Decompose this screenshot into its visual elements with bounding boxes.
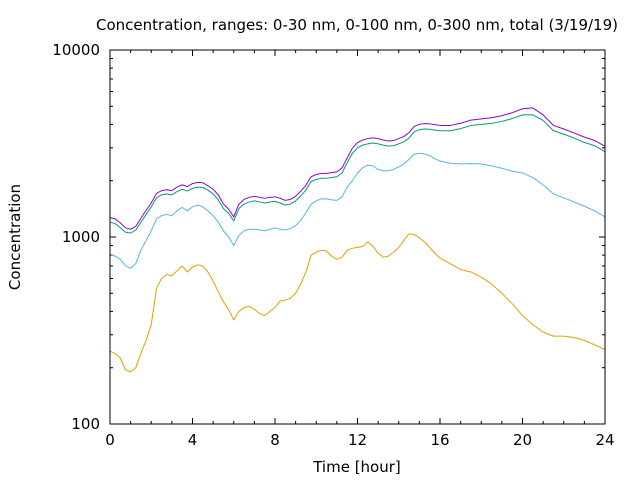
x-tick-label: 8 <box>270 431 280 449</box>
series-lines <box>109 107 606 373</box>
x-tick-label: 16 <box>430 431 449 449</box>
x-axis-label: Time [hour] <box>312 458 401 476</box>
chart-title: Concentration, ranges: 0-30 nm, 0-100 nm… <box>96 16 618 34</box>
x-tick-label: 20 <box>513 431 532 449</box>
y-tick-label: 1000 <box>62 228 100 246</box>
y-tick-label: 10000 <box>52 41 100 59</box>
y-axis-label: Concentration <box>6 184 24 290</box>
series-line-2 <box>109 114 606 234</box>
axis-ticks: 0 4 8 12 16 20 24 100 1000 10000 <box>52 41 614 449</box>
x-tick-label: 12 <box>348 431 367 449</box>
plot-frame <box>109 49 606 425</box>
series-line-0 <box>109 233 606 373</box>
x-tick-label: 0 <box>105 431 115 449</box>
series-line-3 <box>109 107 606 230</box>
x-tick-label: 24 <box>595 431 614 449</box>
series-line-1 <box>109 152 606 269</box>
x-tick-label: 4 <box>188 431 198 449</box>
y-tick-label: 100 <box>71 415 100 433</box>
